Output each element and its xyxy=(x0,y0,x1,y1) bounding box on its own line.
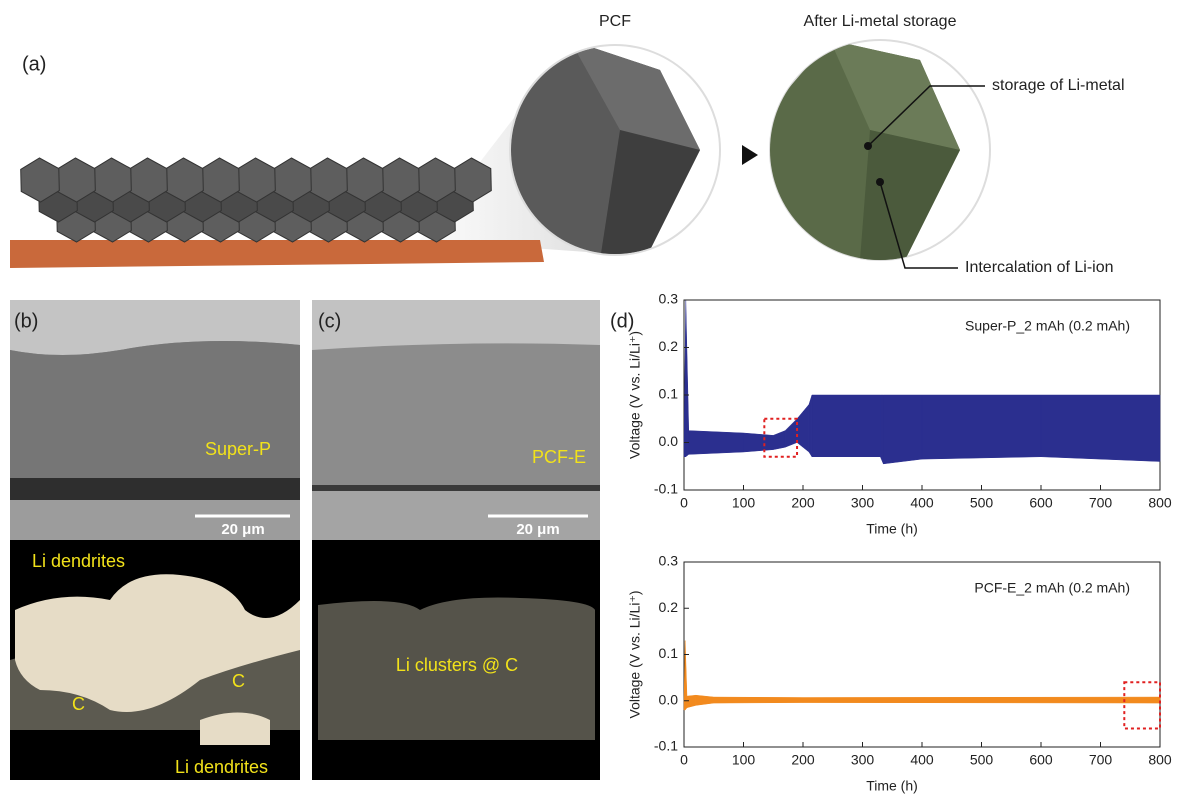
panel-label: (a) xyxy=(22,53,46,75)
after-label: After Li-metal storage xyxy=(804,13,957,30)
sem-b-bottom: Li dendrites C C Li dendrites xyxy=(10,540,300,780)
x-tick-label: 700 xyxy=(1089,752,1113,768)
callout: Intercalation of Li-ion xyxy=(965,259,1114,276)
x-tick-label: 700 xyxy=(1089,495,1113,511)
voltage-band xyxy=(687,695,696,707)
sem-layer xyxy=(312,485,600,491)
x-tick-label: 500 xyxy=(970,752,994,768)
voltage-band xyxy=(1041,395,1160,462)
sem-surface xyxy=(312,300,600,350)
y-tick-label: -0.1 xyxy=(654,738,678,754)
x-axis-label: Time (h) xyxy=(866,521,918,537)
y-tick-label: 0.1 xyxy=(659,645,679,661)
substrate xyxy=(10,240,544,268)
y-tick-label: 0.3 xyxy=(659,553,679,569)
voltage-band xyxy=(809,395,812,457)
callout-dot xyxy=(876,178,884,186)
sem-label: Super-P xyxy=(205,439,271,459)
voltage-band xyxy=(714,697,803,703)
x-tick-label: 600 xyxy=(1029,495,1053,511)
y-tick-label: 0.3 xyxy=(659,291,679,307)
sem-layer xyxy=(10,341,300,480)
x-tick-label: 0 xyxy=(680,752,688,768)
x-tick-label: 600 xyxy=(1029,752,1053,768)
y-axis-label: Voltage (V vs. Li/Li⁺) xyxy=(627,331,643,459)
callout-dot xyxy=(864,142,872,150)
voltage-band xyxy=(773,431,785,450)
sem-label: Li dendrites xyxy=(32,551,125,571)
voltage-band xyxy=(785,419,797,448)
sem-layer xyxy=(10,478,300,500)
panel-label: (d) xyxy=(610,310,634,332)
x-tick-label: 300 xyxy=(851,495,875,511)
voltage-band xyxy=(883,395,922,464)
x-tick-label: 800 xyxy=(1148,752,1172,768)
voltage-band xyxy=(803,697,1160,703)
y-tick-label: -0.1 xyxy=(654,481,678,497)
x-tick-label: 100 xyxy=(732,495,756,511)
x-tick-label: 800 xyxy=(1148,495,1172,511)
y-tick-label: 0.2 xyxy=(659,338,679,354)
panel-label: (c) xyxy=(318,310,341,332)
voltage-band xyxy=(696,695,714,705)
pcf-label: PCF xyxy=(599,13,631,30)
y-tick-label: 0.1 xyxy=(659,386,679,402)
voltage-band xyxy=(797,405,809,453)
y-axis-label: Voltage (V vs. Li/Li⁺) xyxy=(627,590,643,718)
sem-label: PCF-E xyxy=(532,447,586,467)
x-tick-label: 200 xyxy=(791,495,815,511)
highlight-box xyxy=(1124,682,1160,728)
voltage-band xyxy=(686,300,689,457)
voltage-band xyxy=(812,395,880,457)
x-tick-label: 400 xyxy=(910,495,934,511)
sem-c-bottom: Li clusters @ C xyxy=(312,540,600,780)
x-tick-label: 200 xyxy=(791,752,815,768)
figure: (a) PCF After Li-metal storage storage o… xyxy=(0,0,1177,800)
dendrites xyxy=(200,713,270,746)
voltage-band xyxy=(689,431,744,455)
sem-label: Li clusters @ C xyxy=(396,655,518,675)
scale-label: 20 μm xyxy=(221,521,264,538)
scale-label: 20 μm xyxy=(516,521,559,538)
voltage-band xyxy=(685,641,687,710)
annotation: PCF-E_2 mAh (0.2 mAh) xyxy=(974,580,1130,596)
x-tick-label: 0 xyxy=(680,495,688,511)
voltage-band xyxy=(922,395,1041,459)
y-tick-label: 0.0 xyxy=(659,691,679,707)
x-tick-label: 400 xyxy=(910,752,934,768)
sem-label: C xyxy=(232,671,245,691)
y-tick-label: 0.2 xyxy=(659,599,679,615)
sem-c-top: 20 μm PCF-E (c) xyxy=(312,300,600,540)
sem-b-top: 20 μm Super-P (b) xyxy=(10,300,300,540)
callout: storage of Li-metal xyxy=(992,77,1125,94)
x-tick-label: 300 xyxy=(851,752,875,768)
y-tick-label: 0.0 xyxy=(659,433,679,449)
x-axis-label: Time (h) xyxy=(866,778,918,794)
annotation: Super-P_2 mAh (0.2 mAh) xyxy=(965,318,1130,334)
arrow xyxy=(742,145,758,165)
voltage-band xyxy=(744,433,774,452)
panel-label: (b) xyxy=(14,310,38,332)
voltage-band xyxy=(880,395,883,464)
x-tick-label: 500 xyxy=(970,495,994,511)
schematic: (a) PCF After Li-metal storage storage o… xyxy=(10,13,1125,276)
sem-label: Li dendrites xyxy=(175,757,268,777)
x-tick-label: 100 xyxy=(732,752,756,768)
sem-label: C xyxy=(72,694,85,714)
